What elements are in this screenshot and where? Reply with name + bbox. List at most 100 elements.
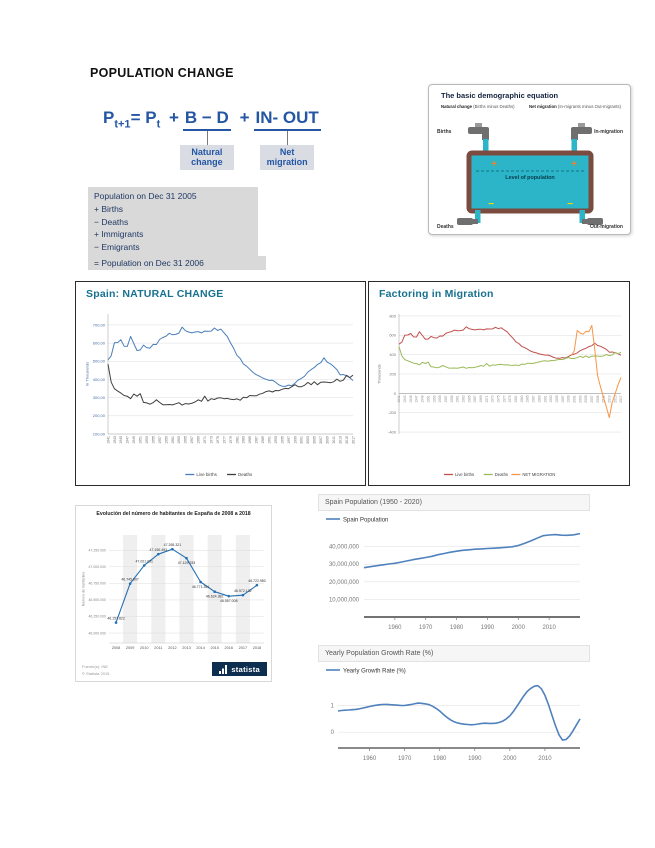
svg-text:2005: 2005 — [584, 395, 588, 403]
accounting-line: Population on Dec 31 2005 — [94, 191, 197, 201]
svg-text:Live births: Live births — [455, 472, 474, 477]
svg-text:2010: 2010 — [140, 646, 148, 650]
formula-plus-1: + — [168, 108, 179, 127]
spain-natural-change-chart: 700,00 600,00 500,00 400,00 300,00 200,00 100,… — [85, 314, 355, 477]
svg-text:1945: 1945 — [119, 436, 123, 444]
series-growth-rate — [337, 684, 581, 741]
formula-p-next: P — [103, 108, 115, 127]
inmigration-stream — [571, 139, 577, 155]
svg-text:2011: 2011 — [332, 436, 336, 444]
population-level-label: Level of population — [505, 175, 554, 181]
svg-text:1979: 1979 — [508, 395, 512, 403]
plus-sign-right: + — [571, 159, 577, 170]
series-Deaths — [107, 364, 354, 406]
svg-text:1953: 1953 — [145, 436, 149, 444]
births-stream — [483, 139, 489, 155]
svg-text:0: 0 — [394, 391, 397, 396]
svg-text:1980: 1980 — [433, 756, 447, 762]
svg-text:1969: 1969 — [197, 436, 201, 444]
svg-text:2010: 2010 — [542, 625, 556, 631]
plus-sign-left: + — [491, 159, 497, 170]
svg-text:1995: 1995 — [280, 436, 284, 444]
svg-text:200,00: 200,00 — [93, 413, 106, 418]
svg-text:2009: 2009 — [326, 436, 330, 444]
svg-text:1960: 1960 — [363, 756, 377, 762]
population-tub — [466, 150, 594, 214]
svg-text:-400: -400 — [388, 429, 397, 434]
svg-text:2001: 2001 — [572, 395, 576, 403]
svg-text:Spain Population: Spain Population — [343, 518, 388, 524]
svg-text:1981: 1981 — [235, 436, 239, 444]
svg-text:1949: 1949 — [421, 395, 425, 403]
svg-text:200: 200 — [389, 371, 396, 376]
statista-wordmark: statista — [231, 664, 260, 674]
svg-text:1979: 1979 — [229, 436, 233, 444]
population-result-box: = Population on Dec 31 2006 — [88, 256, 266, 270]
svg-text:Deaths: Deaths — [495, 472, 508, 477]
svg-text:Live births: Live births — [196, 472, 217, 477]
svg-text:47.265.321: 47.265.321 — [164, 543, 182, 547]
svg-text:1957: 1957 — [158, 436, 162, 444]
accounting-line: + Immigrants — [94, 229, 144, 240]
svg-text:2017: 2017 — [239, 646, 247, 650]
formula-equals-p: = P — [130, 108, 157, 127]
source-note: Fuente(s): INE © Statista 2019 — [82, 664, 109, 677]
deaths-label: Deaths — [437, 224, 454, 230]
svg-text:1983: 1983 — [242, 436, 246, 444]
natural-change-term: B − D Natural change — [179, 108, 234, 170]
factoring-migration-panel: Factoring in Migration 800 600 400 200 0 -200… — [368, 281, 630, 486]
minus-sign-right: − — [567, 199, 573, 210]
svg-text:2003: 2003 — [578, 395, 582, 403]
svg-text:2014: 2014 — [196, 646, 204, 650]
svg-text:1990: 1990 — [468, 756, 482, 762]
svg-text:0: 0 — [331, 730, 335, 736]
svg-text:Thousands: Thousands — [377, 364, 382, 384]
svg-text:1973: 1973 — [209, 436, 213, 444]
svg-text:1941: 1941 — [397, 395, 401, 403]
svg-text:2009: 2009 — [596, 395, 600, 403]
svg-text:47.129.783: 47.129.783 — [178, 561, 196, 565]
svg-text:2018: 2018 — [253, 646, 261, 650]
statista-logo: statista — [212, 662, 267, 676]
svg-text:1951: 1951 — [139, 436, 143, 444]
svg-text:1960: 1960 — [388, 625, 402, 631]
svg-text:1991: 1991 — [267, 436, 271, 444]
spain-population-chart: 10,000,000 20,000,000 30,000,000 40,000,000… — [326, 518, 581, 631]
svg-text:In Thousands: In Thousands — [85, 362, 90, 386]
svg-text:2016: 2016 — [225, 646, 233, 650]
svg-text:1977: 1977 — [502, 395, 506, 403]
series-Live births — [107, 326, 354, 387]
svg-text:46.624.382: 46.624.382 — [206, 595, 224, 599]
svg-text:1987: 1987 — [255, 436, 259, 444]
svg-text:1970: 1970 — [398, 756, 412, 762]
svg-text:46.557.008: 46.557.008 — [220, 599, 238, 603]
svg-text:1991: 1991 — [543, 395, 547, 403]
svg-text:46.000.000: 46.000.000 — [88, 631, 106, 635]
svg-text:1941: 1941 — [106, 436, 110, 444]
net-migration-callout: Net migration — [260, 145, 315, 170]
svg-text:1977: 1977 — [222, 436, 226, 444]
svg-text:40,000,000: 40,000,000 — [329, 545, 360, 551]
svg-text:1969: 1969 — [479, 395, 483, 403]
series-Deaths — [398, 346, 622, 369]
svg-text:Número de habitantes: Número de habitantes — [81, 572, 85, 607]
natural-change-caption: Natural change (Births minus Deaths) — [441, 104, 515, 109]
svg-text:1999: 1999 — [293, 436, 297, 444]
svg-text:2013: 2013 — [608, 395, 612, 403]
svg-text:30,000,000: 30,000,000 — [329, 562, 360, 568]
svg-text:47.021.031: 47.021.031 — [135, 559, 153, 563]
svg-text:1945: 1945 — [409, 395, 413, 403]
spain-natural-change-panel: Spain: NATURAL CHANGE 700,00 600,00 500,00… — [75, 281, 366, 486]
statista-chart: 47.250.000 47.000.000 46.750.000 46.500.000… — [81, 535, 266, 650]
svg-text:10,000,000: 10,000,000 — [329, 597, 360, 603]
svg-text:1989: 1989 — [261, 436, 265, 444]
svg-text:2000: 2000 — [512, 625, 526, 631]
svg-text:47.250.000: 47.250.000 — [88, 548, 106, 552]
net-migration-caption: Net migration (In-migrants minus Out-mig… — [529, 104, 621, 109]
svg-text:1997: 1997 — [561, 395, 565, 403]
net-migration-term: IN- OUT Net migration — [253, 108, 321, 170]
svg-text:2013: 2013 — [182, 646, 190, 650]
svg-text:2015: 2015 — [210, 646, 218, 650]
svg-text:400: 400 — [389, 352, 396, 357]
svg-text:46.771.341: 46.771.341 — [192, 585, 210, 589]
